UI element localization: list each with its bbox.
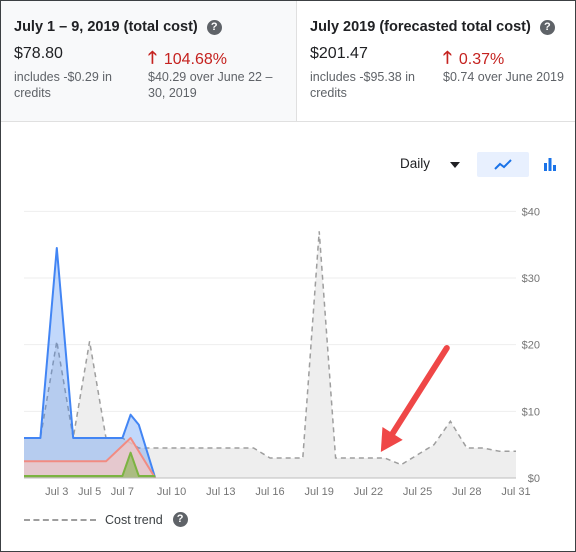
current-cost-title-text: July 1 – 9, 2019 (total cost) <box>14 19 198 35</box>
help-icon[interactable]: ? <box>206 19 222 35</box>
forecast-compare-note: $0.74 over June 2019 <box>443 69 564 85</box>
cost-trend-swatch <box>24 518 96 521</box>
forecast-compare-line1: $0.74 over June 2019 <box>443 70 564 84</box>
cost-series-green-line <box>24 451 156 477</box>
current-compare-note: $40.29 over June 22 – 30, 2019 <box>148 69 272 101</box>
forecast-change-percent: 0.37% <box>458 50 505 68</box>
x-tick-label: Jul 13 <box>206 486 235 498</box>
chart-legend: Cost trend ? <box>24 512 188 527</box>
forecast-change: 🡑 0.37% <box>443 45 504 74</box>
current-compare-line1: $40.29 over June 22 – <box>148 70 273 84</box>
cost-trend-area <box>24 231 516 478</box>
cost-series-green-area <box>24 452 156 478</box>
forecast-cost-card: July 2019 (forecasted total cost) ? $201… <box>297 1 575 105</box>
x-tick-label: Jul 19 <box>305 486 334 498</box>
current-change: 🡑 104.68% <box>148 45 227 74</box>
arrow-up-icon: 🡑 <box>443 48 452 67</box>
chart-controls: Daily <box>0 150 576 180</box>
forecast-cost-title: July 2019 (forecasted total cost) ? <box>310 19 555 35</box>
forecast-credits-note: includes -$95.38 in credits <box>310 69 415 101</box>
cost-series-pink-line <box>24 437 157 479</box>
forecast-credits-line1: includes -$95.38 in <box>310 70 415 84</box>
annotation-arrow-shaft <box>389 345 450 437</box>
x-tick-label: Jul 31 <box>501 486 530 498</box>
chart-axes: $0 $10 $20 $30 $40 Jul 3 Jul 5 Jul 7 Jul 10 Jul 1… <box>24 206 540 498</box>
forecast-credits-line2: credits <box>310 86 347 100</box>
y-tick-label: $0 <box>528 473 540 485</box>
current-credits-line1: includes -$0.29 in <box>14 70 112 84</box>
cost-series-blue-line <box>24 247 157 479</box>
chevron-down-icon[interactable] <box>450 162 460 168</box>
x-tick-label: Jul 7 <box>111 486 134 498</box>
help-icon[interactable]: ? <box>172 512 188 527</box>
bar-chart-icon <box>544 158 556 171</box>
help-icon[interactable]: ? <box>539 19 555 35</box>
current-compare-line2: 30, 2019 <box>148 86 197 100</box>
current-cost-amount: $78.80 <box>14 45 63 62</box>
line-chart-toggle[interactable] <box>477 152 529 177</box>
cost-series-pink-area <box>24 438 156 478</box>
line-chart-icon <box>494 158 512 170</box>
bar-chart-toggle[interactable] <box>540 154 560 174</box>
y-tick-label: $30 <box>522 273 540 285</box>
x-tick-label: Jul 3 <box>45 486 68 498</box>
y-tick-label: $40 <box>522 206 540 218</box>
summary-divider <box>1 121 575 122</box>
current-credits-line2: credits <box>14 86 51 100</box>
granularity-select[interactable]: Daily <box>400 156 431 171</box>
x-tick-label: Jul 22 <box>354 486 383 498</box>
x-tick-label: Jul 5 <box>78 486 101 498</box>
x-tick-label: Jul 28 <box>452 486 481 498</box>
y-tick-label: $20 <box>522 340 540 352</box>
cost-series <box>24 247 157 479</box>
annotation-arrow-head <box>380 426 403 452</box>
cost-summary: July 1 – 9, 2019 (total cost) ? $78.80 i… <box>1 1 575 121</box>
current-cost-title: July 1 – 9, 2019 (total cost) ? <box>14 19 222 35</box>
current-cost-card: July 1 – 9, 2019 (total cost) ? $78.80 i… <box>1 1 297 121</box>
y-tick-label: $10 <box>522 406 540 418</box>
current-credits-note: includes -$0.29 in credits <box>14 69 112 101</box>
current-change-percent: 104.68% <box>163 50 228 68</box>
x-tick-label: Jul 10 <box>157 486 186 498</box>
arrow-up-icon: 🡑 <box>148 48 157 67</box>
forecast-cost-title-text: July 2019 (forecasted total cost) <box>310 19 531 35</box>
annotation-arrow <box>380 345 450 452</box>
cost-series-blue-area <box>24 248 156 478</box>
forecast-cost-amount: $201.47 <box>310 45 368 62</box>
x-tick-label: Jul 25 <box>403 486 432 498</box>
cost-chart: $0 $10 $20 $30 $40 Jul 3 Jul 5 Jul 7 Jul 10 Jul 1… <box>24 206 540 498</box>
x-tick-label: Jul 16 <box>255 486 284 498</box>
cost-trend-label: Cost trend <box>105 512 163 527</box>
